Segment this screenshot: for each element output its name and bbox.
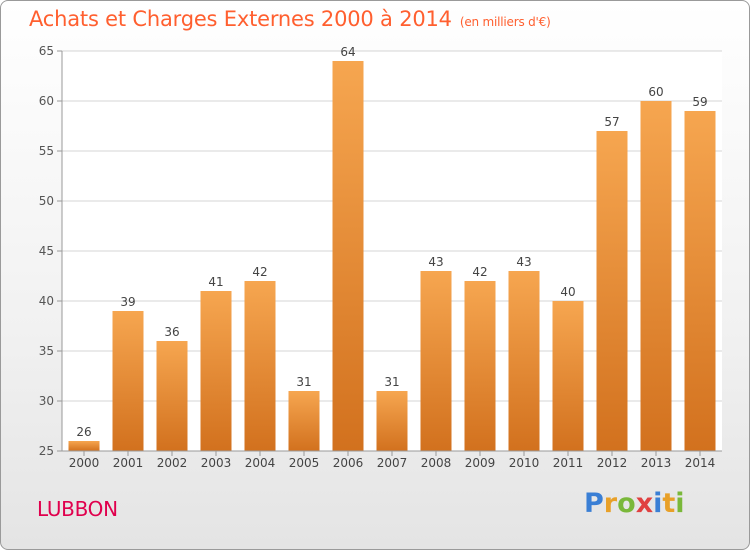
y-tick-label: 60: [39, 94, 54, 108]
y-tick-label: 65: [39, 44, 54, 58]
data-label: 64: [340, 45, 355, 59]
y-tick-label: 45: [39, 244, 54, 258]
chart-title-row: Achats et Charges Externes 2000 à 2014 (e…: [29, 7, 551, 31]
logo-letter: i: [675, 488, 685, 519]
bar: [112, 311, 144, 451]
chart-title: Achats et Charges Externes 2000 à 2014: [29, 7, 452, 31]
bar: [596, 131, 628, 451]
data-label: 60: [648, 85, 663, 99]
x-tick-label: 2004: [245, 456, 276, 470]
data-label: 31: [384, 375, 399, 389]
y-tick-label: 55: [39, 144, 54, 158]
bar: [332, 61, 364, 451]
data-label: 57: [604, 115, 619, 129]
data-label: 42: [472, 265, 487, 279]
chart-subtitle: (en milliers d'€): [459, 15, 551, 29]
x-tick-label: 2005: [289, 456, 320, 470]
bar: [376, 391, 408, 451]
bar: [420, 271, 452, 451]
data-label: 40: [560, 285, 575, 299]
data-label: 39: [120, 295, 135, 309]
x-tick-label: 2009: [465, 456, 496, 470]
data-label: 36: [164, 325, 179, 339]
x-tick-label: 2001: [113, 456, 144, 470]
logo-letter: o: [617, 488, 636, 519]
x-tick-label: 2010: [509, 456, 540, 470]
x-tick-label: 2000: [69, 456, 100, 470]
data-label: 31: [296, 375, 311, 389]
x-tick-label: 2006: [333, 456, 364, 470]
data-label: 41: [208, 275, 223, 289]
data-label: 43: [428, 255, 443, 269]
bar: [464, 281, 496, 451]
proxiti-logo: Proxiti: [584, 488, 685, 519]
x-tick-label: 2014: [685, 456, 716, 470]
x-tick-label: 2002: [157, 456, 188, 470]
y-tick-label: 50: [39, 194, 54, 208]
data-label: 59: [692, 95, 707, 109]
data-label: 26: [76, 425, 91, 439]
logo-letter: i: [653, 488, 663, 519]
logo-letter: r: [603, 488, 618, 519]
x-tick-label: 2011: [553, 456, 584, 470]
x-tick-label: 2008: [421, 456, 452, 470]
bar: [640, 101, 672, 451]
bar: [684, 111, 716, 451]
data-label: 42: [252, 265, 267, 279]
x-tick-label: 2012: [597, 456, 628, 470]
y-tick-label: 25: [39, 444, 54, 458]
bar: [552, 301, 584, 451]
bar: [156, 341, 188, 451]
bar: [288, 391, 320, 451]
bar: [200, 291, 232, 451]
bar: [244, 281, 276, 451]
bar: [68, 441, 100, 451]
commune-name: LUBBON: [37, 497, 118, 521]
x-tick-label: 2013: [641, 456, 672, 470]
logo-letter: t: [662, 488, 676, 519]
y-tick-label: 40: [39, 294, 54, 308]
logo-letter: x: [635, 488, 654, 519]
y-tick-label: 30: [39, 394, 54, 408]
y-tick-label: 35: [39, 344, 54, 358]
data-label: 43: [516, 255, 531, 269]
x-tick-label: 2007: [377, 456, 408, 470]
x-tick-label: 2003: [201, 456, 232, 470]
logo-letter: P: [584, 488, 604, 519]
bar: [508, 271, 540, 451]
